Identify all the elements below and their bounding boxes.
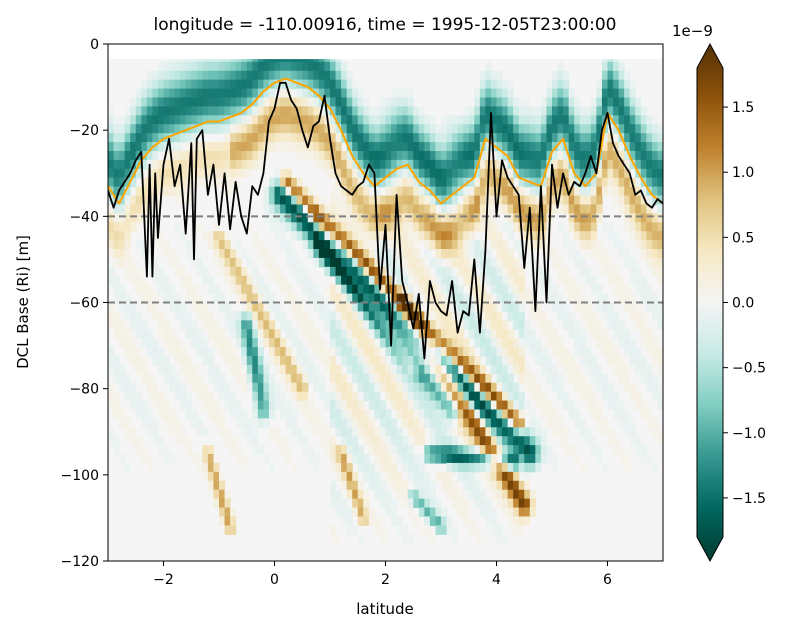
- colorbar-tick-label: 0.0: [732, 296, 754, 312]
- colorbar-offset-text: 1e−9: [672, 22, 713, 40]
- colorbar-tick-label: 1.0: [732, 165, 754, 181]
- reference-lines: [108, 215, 663, 304]
- colorbar-tick-label: −1.5: [732, 491, 766, 507]
- chart-title: longitude = -110.00916, time = 1995-12-0…: [153, 15, 616, 35]
- x-axis-ticks: −2 0 2 4 6: [153, 561, 612, 588]
- y-tick-label: −80: [69, 382, 99, 398]
- colorbar-tick-label: −1.0: [732, 426, 766, 442]
- x-tick-label: 2: [381, 572, 390, 588]
- y-tick-label: −120: [61, 554, 99, 570]
- orange-series-line: [108, 77, 663, 205]
- plot-area: [108, 44, 663, 561]
- y-axis-label: DCL Base (Ri) [m]: [14, 235, 32, 369]
- y-tick-label: −100: [61, 468, 99, 484]
- y-tick-label: −20: [69, 123, 99, 139]
- y-tick-label: −40: [69, 209, 99, 225]
- colorbar-tick-label: −0.5: [732, 361, 766, 377]
- colorbar: 1.5 1.0 0.5 0.0 −0.5 −1.0 −1.5 1e−9: [672, 22, 766, 563]
- series-lines: [108, 77, 663, 360]
- y-axis-ticks: 0 −20 −40 −60 −80 −100 −120: [61, 37, 108, 570]
- x-tick-label: −2: [153, 572, 174, 588]
- black-series-line: [108, 81, 663, 360]
- colorbar-body: [696, 42, 724, 563]
- x-tick-label: 6: [603, 572, 612, 588]
- heatmap-field: [108, 44, 663, 544]
- no-data-strip: [108, 44, 663, 60]
- colorbar-tick-label: 0.5: [732, 230, 754, 246]
- x-axis-label: latitude: [356, 600, 414, 618]
- colorbar-tick-label: 1.5: [732, 100, 754, 116]
- x-tick-label: 0: [270, 572, 279, 588]
- x-tick-label: 4: [492, 572, 501, 588]
- colorbar-ticks: 1.5 1.0 0.5 0.0 −0.5 −1.0 −1.5: [723, 100, 766, 507]
- y-tick-label: 0: [90, 37, 99, 53]
- y-tick-label: −60: [69, 296, 99, 312]
